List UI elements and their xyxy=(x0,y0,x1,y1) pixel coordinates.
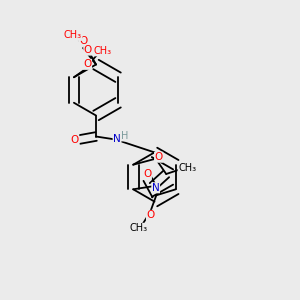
Text: O: O xyxy=(84,45,92,55)
Text: N: N xyxy=(113,134,121,144)
Text: CH₃: CH₃ xyxy=(130,223,148,233)
Text: CH₃: CH₃ xyxy=(64,30,82,40)
Text: O: O xyxy=(79,36,87,46)
Text: O: O xyxy=(70,134,79,145)
Text: O: O xyxy=(83,59,92,69)
Text: CH₃: CH₃ xyxy=(178,163,196,173)
Text: O: O xyxy=(146,210,155,220)
Text: O: O xyxy=(154,152,163,162)
Text: O: O xyxy=(143,169,152,179)
Text: CH₃: CH₃ xyxy=(93,46,112,56)
Text: N: N xyxy=(152,183,160,193)
Text: H: H xyxy=(122,131,129,141)
